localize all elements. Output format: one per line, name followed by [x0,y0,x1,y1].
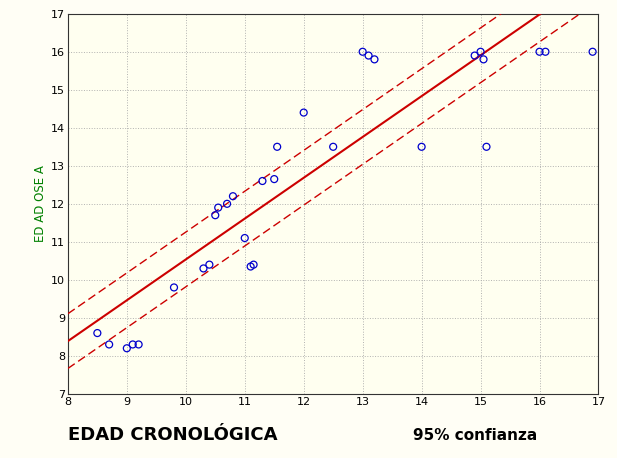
Point [204,261,214,268]
Point [470,52,479,59]
Point [228,192,238,200]
Point [476,48,486,55]
Point [134,341,144,348]
Point [358,48,368,55]
Point [240,234,250,242]
Point [222,200,232,207]
Point [210,212,220,219]
Point [328,143,338,150]
Point [246,263,255,270]
Point [370,56,379,63]
Point [481,143,491,150]
Point [479,56,489,63]
Point [128,341,138,348]
Point [169,284,179,291]
Point [587,48,597,55]
Point [199,265,209,272]
Text: EDAD CRONOLÓGICA: EDAD CRONOLÓGICA [68,426,278,444]
Point [122,344,132,352]
Y-axis label: ED AD OSE A: ED AD OSE A [34,165,47,242]
Point [272,143,282,150]
Point [534,48,544,55]
Point [416,143,426,150]
Point [93,329,102,337]
Point [540,48,550,55]
Point [104,341,114,348]
Point [269,175,279,183]
Text: 95% confianza: 95% confianza [413,428,537,442]
Point [363,52,373,59]
Point [249,261,259,268]
Point [213,204,223,211]
Point [299,109,308,116]
Point [257,177,267,185]
